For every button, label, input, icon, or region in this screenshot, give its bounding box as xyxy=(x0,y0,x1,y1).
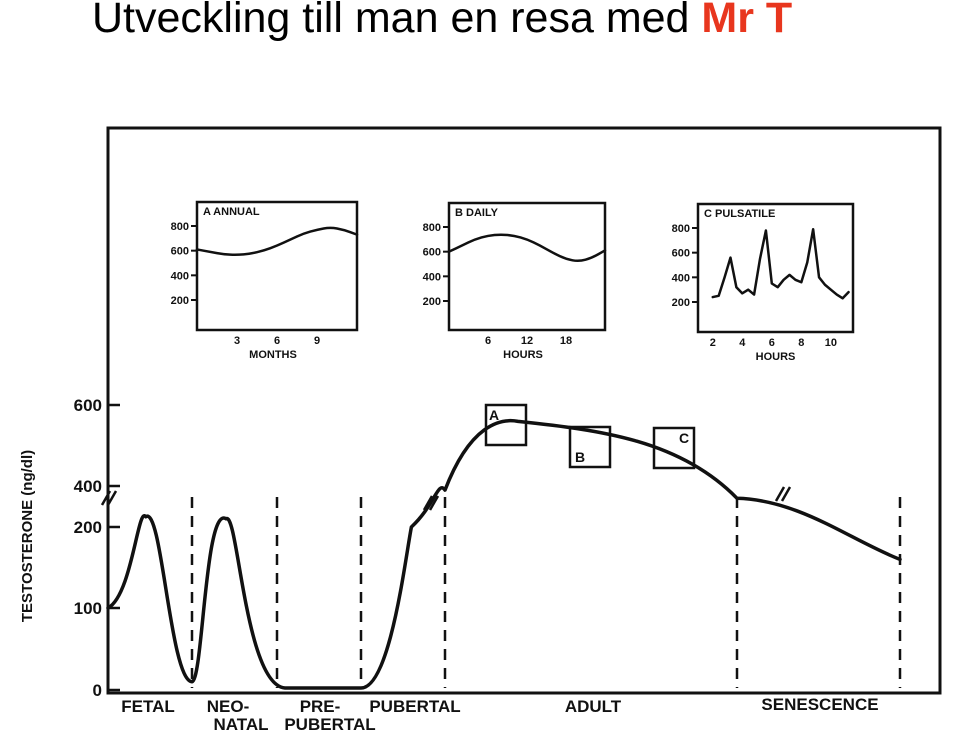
phase-label: PUBERTAL xyxy=(284,715,375,734)
phase-label: ADULT xyxy=(565,697,622,716)
inset-chart-2: B DAILY 800 600 400 200 6 12 18 HOURS xyxy=(423,201,607,361)
inset-series-line xyxy=(195,226,359,257)
inset-y-tick-label: 200 xyxy=(423,296,441,308)
inset-y-tick-label: 200 xyxy=(171,295,189,307)
main-y-tick-label: 200 xyxy=(74,518,102,537)
inset-x-tick-label: 3 xyxy=(234,335,240,347)
main-y-tick-label: 0 xyxy=(93,681,102,700)
inset-title: A ANNUAL xyxy=(203,206,260,218)
main-series xyxy=(106,419,902,690)
inset-x-tick-label: 10 xyxy=(825,337,837,349)
inset-x-tick-label: 8 xyxy=(798,337,804,349)
testosterone-curve xyxy=(106,419,902,690)
inset-frame xyxy=(195,200,359,332)
inset-x-tick-label: 4 xyxy=(739,337,746,349)
inset-y-tick-label: 800 xyxy=(423,222,441,234)
inset-y-tick-label: 600 xyxy=(672,248,690,260)
inset-frame xyxy=(696,202,855,334)
inset-charts: A ANNUAL 800 600 400 200 3 6 9 MONTHS B DAILY 800 6… xyxy=(171,200,855,363)
period-marker-label: C xyxy=(679,430,689,446)
inset-x-tick-label: 18 xyxy=(560,335,572,347)
inset-x-axis-label: HOURS xyxy=(756,351,796,363)
phase-label: NATAL xyxy=(213,715,268,734)
inset-series-line xyxy=(711,227,850,300)
period-marker-label: B xyxy=(575,449,585,465)
inset-title: C PULSATILE xyxy=(704,208,775,220)
axis-breaks xyxy=(100,486,792,511)
axis-break-mark xyxy=(780,486,792,502)
inset-title: B DAILY xyxy=(455,207,499,219)
axis-break-mark xyxy=(422,495,434,511)
main-y-tick-label: 100 xyxy=(74,599,102,618)
inset-chart-1: A ANNUAL 800 600 400 200 3 6 9 MONTHS xyxy=(171,200,359,361)
inset-chart-3: C PULSATILE 800 600 400 200 2 4 6 8 10 HOURS xyxy=(672,202,855,363)
inset-x-axis-label: HOURS xyxy=(503,349,543,361)
phase-label: PRE- xyxy=(300,697,341,716)
phase-label: NEO- xyxy=(207,697,250,716)
inset-y-tick-label: 800 xyxy=(171,221,189,233)
slide-title: Utveckling till man en resa med Mr T xyxy=(92,0,792,43)
inset-x-tick-label: 12 xyxy=(521,335,533,347)
period-marker-box xyxy=(568,425,612,469)
inset-y-tick-label: 400 xyxy=(672,272,690,284)
slide-title-text: Utveckling till man en resa med xyxy=(92,0,690,42)
slide-title-accent: Mr T xyxy=(701,0,793,42)
main-y-ticks: 0 100 200 400 600 xyxy=(74,396,120,700)
axis-break-mark xyxy=(774,486,786,502)
inset-y-tick-label: 600 xyxy=(423,247,441,259)
inset-y-tick-label: 200 xyxy=(672,297,690,309)
period-marker-box xyxy=(652,426,696,470)
inset-y-tick-label: 400 xyxy=(171,270,189,282)
inset-x-axis-label: MONTHS xyxy=(249,349,297,361)
phase-label: FETAL xyxy=(121,697,175,716)
phase-label: PUBERTAL xyxy=(369,697,460,716)
inset-y-tick-label: 600 xyxy=(171,246,189,258)
axis-break-mark xyxy=(428,495,440,511)
period-marker-box xyxy=(484,403,528,447)
period-markers: A B C xyxy=(484,403,696,470)
inset-frame xyxy=(447,201,607,332)
inset-series-line xyxy=(447,233,607,263)
period-marker-label: A xyxy=(489,407,499,423)
axis-break-mark xyxy=(106,490,118,506)
inset-x-tick-label: 6 xyxy=(485,335,491,347)
main-y-tick-label: 400 xyxy=(74,477,102,496)
inset-x-tick-label: 6 xyxy=(274,335,280,347)
inset-x-tick-label: 2 xyxy=(710,337,716,349)
inset-y-tick-label: 800 xyxy=(672,223,690,235)
main-y-tick-label: 600 xyxy=(74,396,102,415)
phase-label: SENESCENCE xyxy=(761,695,878,714)
inset-x-tick-label: 6 xyxy=(769,337,775,349)
inset-x-tick-label: 9 xyxy=(314,335,320,347)
axis-break-mark xyxy=(100,490,112,506)
inset-y-tick-label: 400 xyxy=(423,271,441,283)
y-axis-label: TESTOSTERONE (ng/dl) xyxy=(19,450,36,622)
phase-dividers xyxy=(190,497,902,688)
